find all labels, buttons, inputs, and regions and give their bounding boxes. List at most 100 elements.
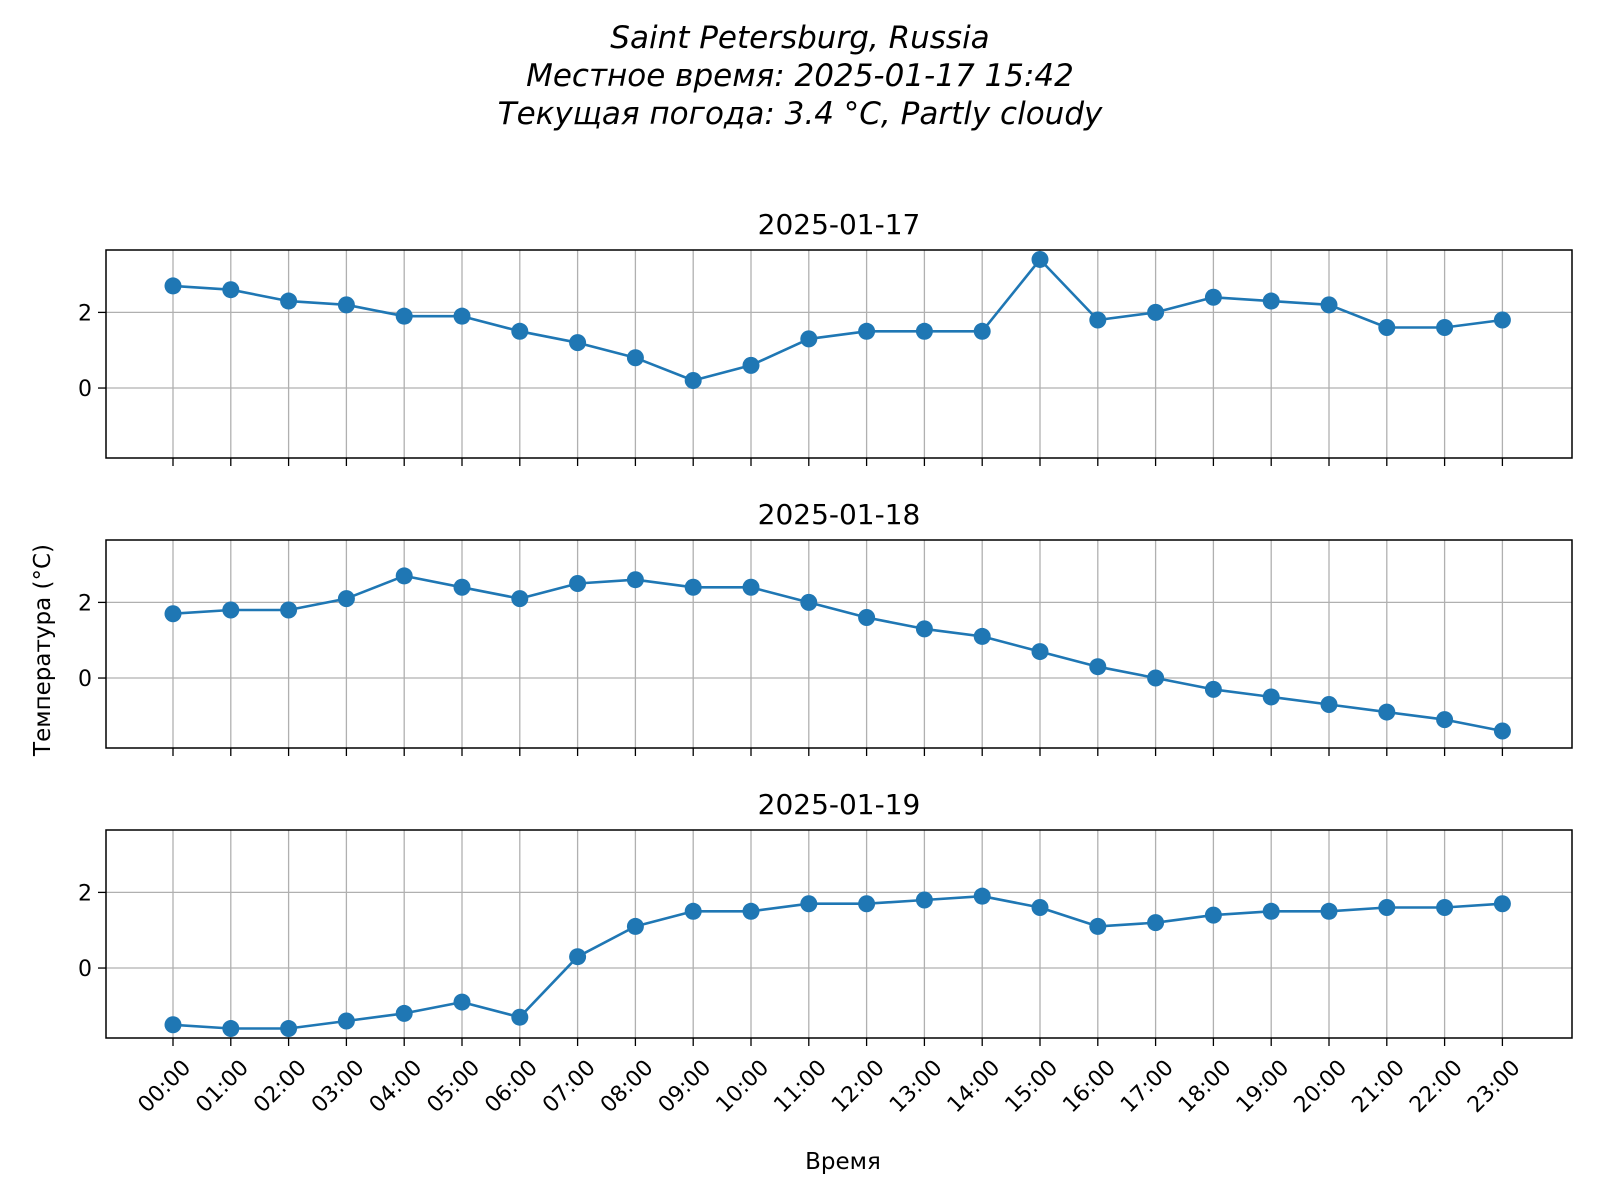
data-point: [1320, 296, 1338, 314]
data-point: [684, 578, 702, 596]
data-point: [1262, 292, 1280, 310]
data-point: [1262, 688, 1280, 706]
x-tick-label: 11:00: [769, 1055, 832, 1118]
data-point: [742, 356, 760, 374]
data-point: [1493, 722, 1511, 740]
axes-frame: [105, 829, 1573, 1039]
panel-title: 2025-01-19: [758, 788, 921, 821]
data-point: [1320, 696, 1338, 714]
x-tick-label: 17:00: [1116, 1055, 1179, 1118]
data-point: [1436, 899, 1454, 917]
panel-title: 2025-01-18: [758, 498, 921, 531]
data-point: [395, 567, 413, 585]
data-point: [222, 1020, 240, 1038]
x-tick-label: 22:00: [1405, 1055, 1468, 1118]
data-point: [569, 574, 587, 592]
suptitle-current-weather: Текущая погода: 3.4 °C, Partly cloudy: [497, 96, 1103, 132]
data-point: [1089, 917, 1107, 935]
data-point: [1493, 895, 1511, 913]
data-point: [1031, 643, 1049, 661]
x-tick-label: 16:00: [1058, 1055, 1121, 1118]
data-point: [453, 993, 471, 1011]
data-point: [1378, 319, 1396, 337]
suptitle-local-time: Местное время: 2025-01-17 15:42: [526, 58, 1074, 94]
data-point: [1204, 288, 1222, 306]
data-point: [453, 307, 471, 325]
x-tick-label: 09:00: [654, 1055, 717, 1118]
series-line: [172, 574, 1503, 733]
data-point: [337, 296, 355, 314]
data-point: [337, 590, 355, 608]
data-point: [684, 371, 702, 389]
data-point: [395, 307, 413, 325]
x-tick-label: 10:00: [712, 1055, 775, 1118]
data-point: [1493, 311, 1511, 329]
x-tick-label: 01:00: [191, 1055, 254, 1118]
x-tick-label: 06:00: [480, 1055, 543, 1118]
data-point: [1147, 914, 1165, 932]
x-tick-label: 21:00: [1347, 1055, 1410, 1118]
panel-3: 0 2 2025-01-19 00:0001:0002:0003:0004:0005:…: [78, 788, 1573, 1118]
suptitle-location: Saint Petersburg, Russia: [610, 20, 990, 56]
data-point: [800, 895, 818, 913]
y-tick-label: 2: [78, 591, 92, 616]
data-point: [511, 1008, 529, 1026]
data-point: [1031, 250, 1049, 268]
x-tick-label: 04:00: [365, 1055, 428, 1118]
x-tick-label: 08:00: [596, 1055, 659, 1118]
x-tick-label: 14:00: [943, 1055, 1006, 1118]
data-point: [626, 917, 644, 935]
data-point: [1436, 319, 1454, 337]
y-tick-label: 0: [78, 957, 92, 982]
x-tick-label: 18:00: [1174, 1055, 1237, 1118]
x-tick-label: 12:00: [827, 1055, 890, 1118]
x-tick-label: 23:00: [1463, 1055, 1526, 1118]
data-point: [858, 609, 876, 627]
data-point: [742, 578, 760, 596]
data-point: [280, 601, 298, 619]
data-point: [280, 292, 298, 310]
data-point: [800, 330, 818, 348]
x-tick-label: 20:00: [1290, 1055, 1353, 1118]
data-point: [626, 349, 644, 367]
data-point: [858, 895, 876, 913]
data-point: [915, 620, 933, 638]
data-point: [280, 1020, 298, 1038]
data-point: [973, 627, 991, 645]
x-tick-label: 15:00: [1001, 1055, 1064, 1118]
y-tick-label: 2: [78, 881, 92, 906]
data-point: [164, 605, 182, 623]
x-tick-label: 03:00: [307, 1055, 370, 1118]
data-point: [164, 277, 182, 295]
data-point: [1378, 899, 1396, 917]
data-point: [395, 1004, 413, 1022]
data-point: [915, 322, 933, 340]
data-point: [742, 902, 760, 920]
data-point: [1089, 311, 1107, 329]
x-axis-label: Время: [805, 1149, 881, 1175]
data-point: [1378, 703, 1396, 721]
y-tick-label: 2: [78, 301, 92, 326]
data-point: [1262, 902, 1280, 920]
axes-frame: [105, 249, 1573, 459]
data-point: [858, 322, 876, 340]
data-point: [337, 1012, 355, 1030]
panel-2: 0 2 2025-01-18: [78, 498, 1573, 756]
data-point: [222, 281, 240, 299]
axes-frame: [105, 539, 1573, 749]
data-point: [569, 948, 587, 966]
series-line: [172, 258, 1503, 382]
data-point: [1204, 680, 1222, 698]
data-point: [1147, 669, 1165, 687]
data-point: [973, 322, 991, 340]
series-line: [172, 894, 1503, 1030]
data-point: [569, 334, 587, 352]
data-point: [164, 1016, 182, 1034]
x-tick-label: 07:00: [538, 1055, 601, 1118]
x-tick-label: 05:00: [423, 1055, 486, 1118]
data-point: [511, 322, 529, 340]
data-point: [684, 902, 702, 920]
y-tick-label: 0: [78, 667, 92, 692]
